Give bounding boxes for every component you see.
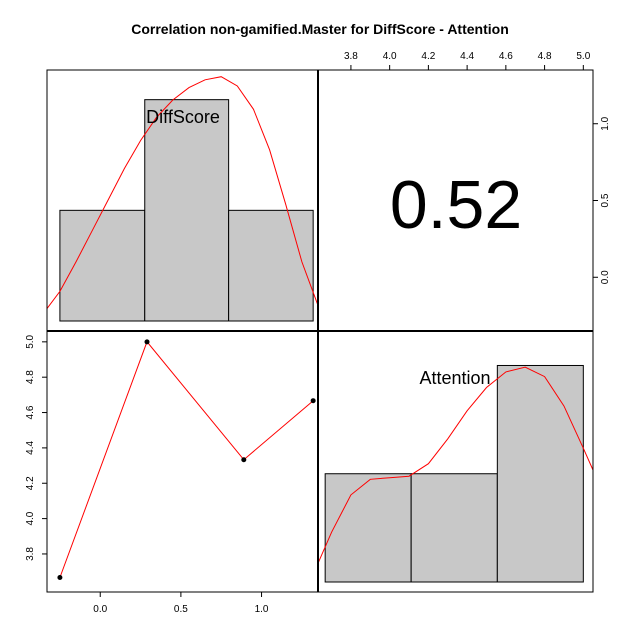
scatter-point (57, 574, 63, 580)
scatter-smooth-line (59, 340, 314, 578)
right-axis: 0.0 0.5 1.0 (592, 116, 611, 284)
left-axis-tick-label: 4.4 (25, 441, 36, 455)
right-axis-tick-label: 1.0 (600, 116, 611, 130)
right-axis-tick-label: 0.0 (600, 270, 611, 284)
attention-density-curve (317, 366, 594, 564)
bottom-axis-tick-label: 0.0 (93, 604, 107, 615)
attention-histogram-bar (496, 364, 584, 583)
attention-histogram-bar (410, 473, 498, 583)
diffscore-label: DiffScore (146, 107, 220, 127)
left-axis-tick-label: 4.0 (25, 511, 36, 525)
top-axis-tick-label: 4.4 (460, 51, 474, 62)
top-axis: 3.8 4.0 4.2 4.4 4.6 4.8 5.0 (344, 51, 591, 71)
attention-histogram-bar (324, 473, 412, 583)
bottom-axis: 0.0 0.5 1.0 (93, 591, 269, 615)
panel-frame (46, 330, 319, 593)
attention-histogram-panel: Attention (317, 364, 594, 583)
diffscore-histogram-panel: DiffScore (46, 76, 319, 322)
scatter-point (241, 457, 247, 463)
top-axis-tick-label: 4.6 (499, 51, 513, 62)
left-axis-tick-label: 5.0 (25, 334, 36, 348)
scatter-panel (57, 339, 316, 580)
left-axis-tick-label: 4.8 (25, 370, 36, 384)
left-axis-tick-label: 4.2 (25, 476, 36, 490)
top-axis-tick-label: 4.0 (383, 51, 397, 62)
left-axis-tick-label: 3.8 (25, 547, 36, 561)
diffscore-histogram-bar (144, 99, 230, 322)
scatter-point (144, 339, 150, 345)
right-axis-tick-label: 0.5 (600, 193, 611, 207)
top-axis-tick-label: 3.8 (344, 51, 358, 62)
attention-label: Attention (419, 368, 490, 388)
top-axis-tick-label: 5.0 (576, 51, 590, 62)
bottom-axis-tick-label: 0.5 (174, 604, 188, 615)
correlation-value: 0.52 (390, 167, 522, 243)
diffscore-histogram-bar (228, 209, 314, 322)
scatter-point (310, 398, 316, 404)
bottom-axis-tick-label: 1.0 (255, 604, 269, 615)
correlation-panel: 0.52 (390, 167, 522, 243)
left-axis-tick-label: 4.6 (25, 405, 36, 419)
chart-title: Correlation non-gamified.Master for Diff… (131, 21, 509, 37)
top-axis-tick-label: 4.2 (421, 51, 435, 62)
left-axis: 3.8 4.0 4.2 4.4 4.6 4.8 5.0 (25, 334, 48, 561)
panel-frames (46, 69, 594, 593)
diffscore-histogram-bar (59, 209, 146, 322)
top-axis-tick-label: 4.8 (538, 51, 552, 62)
diffscore-density-curve (46, 76, 319, 309)
